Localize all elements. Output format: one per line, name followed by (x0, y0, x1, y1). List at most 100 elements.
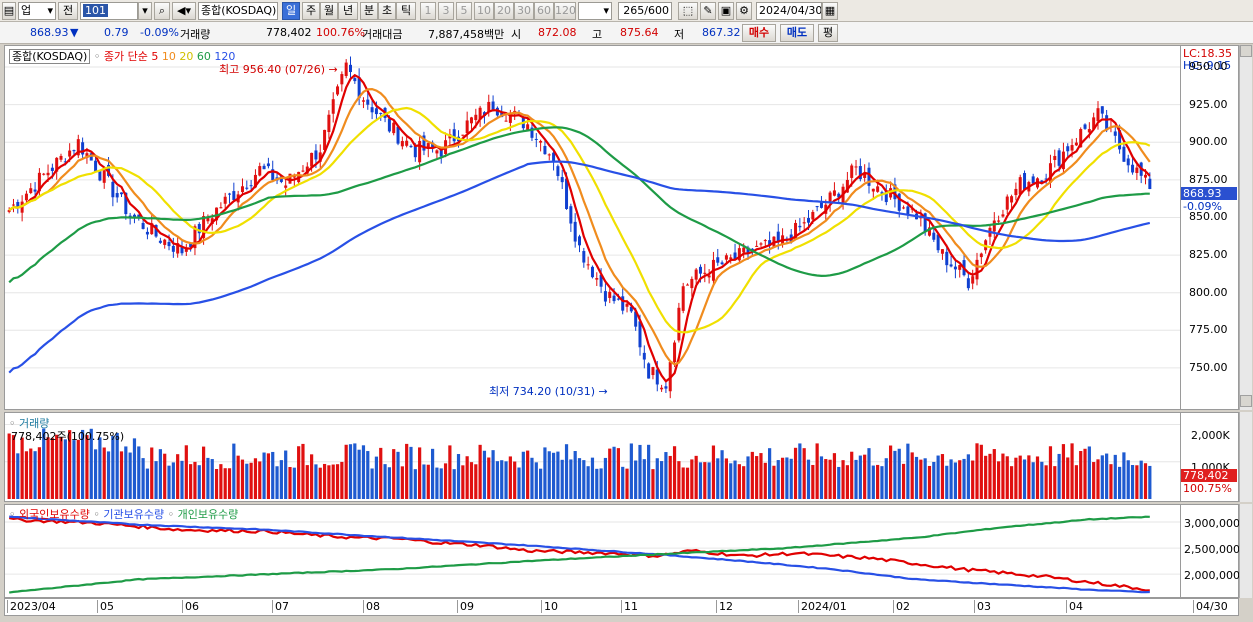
period-week[interactable]: 주 (302, 2, 320, 20)
avg-button[interactable]: 평 (818, 24, 838, 42)
volume-bar (776, 460, 780, 499)
interval-20[interactable]: 20 (494, 2, 514, 20)
interval-3[interactable]: 3 (438, 2, 454, 20)
scroll-up-icon[interactable] (1240, 45, 1252, 57)
period-year[interactable]: 년 (338, 2, 358, 20)
volume-bar (906, 443, 910, 499)
volume-pct: 100.76% (316, 26, 365, 39)
speaker-icon[interactable]: ◀▾ (172, 2, 196, 20)
scroll-down-icon[interactable] (1240, 395, 1252, 407)
holding-panel[interactable]: ◦ 외국인보유수량 ◦ 기관보유수량 ◦ 개인보유수량 (4, 504, 1181, 598)
period-month[interactable]: 월 (320, 2, 338, 20)
x-tick-label: 02 (893, 600, 910, 613)
volume-bar (763, 462, 767, 499)
x-tick-label: 12 (716, 600, 733, 613)
interval-30[interactable]: 30 (514, 2, 534, 20)
candle-body (742, 247, 746, 253)
interval-1[interactable]: 1 (420, 2, 436, 20)
calendar-icon[interactable]: ▦ (822, 2, 838, 20)
volume-bar (227, 468, 232, 499)
candle-body (461, 134, 465, 136)
sell-button[interactable]: 매도 (780, 24, 814, 42)
mode-select[interactable]: 업 ▾ (18, 2, 56, 20)
candle-body (262, 165, 266, 170)
volume-bar (642, 459, 646, 499)
tools-icon[interactable]: ✎ (700, 2, 716, 20)
volume-bar (949, 459, 953, 499)
candle-body (409, 145, 413, 148)
volume-bar (495, 461, 500, 499)
volume-bar (201, 446, 206, 499)
chart-menu-button[interactable]: ▤ (2, 2, 16, 20)
candle-body (1048, 163, 1052, 183)
ma-line-120 (8, 160, 1151, 374)
volume-bar (176, 454, 180, 499)
interval-60[interactable]: 60 (534, 2, 554, 20)
search-icon[interactable]: ⌕ (154, 2, 170, 20)
period-second[interactable]: 초 (378, 2, 396, 20)
volume-bar (979, 444, 983, 499)
volume-bar (392, 449, 396, 499)
volume-bar (387, 467, 391, 499)
period-day[interactable]: 일 (282, 2, 300, 20)
volume-bar (746, 456, 750, 499)
volume-bar (893, 450, 897, 499)
chart-type-icon[interactable]: ⬚ (678, 2, 698, 20)
volume-bar (534, 462, 538, 499)
candle-body (724, 255, 728, 260)
volume-bar (1117, 466, 1122, 499)
code-dropdown-button[interactable]: ▾ (138, 2, 152, 20)
candle-body (1040, 180, 1044, 183)
candle-body (681, 286, 685, 311)
save-icon[interactable]: ▣ (718, 2, 734, 20)
ma-line-10 (8, 87, 1151, 366)
price-panel[interactable]: 종합(KOSDAQ) ◦ 종가 단순 5 10 20 60 120 최고 956… (4, 45, 1181, 410)
candle-body (314, 150, 318, 160)
volume-bar (634, 460, 638, 499)
gear-icon[interactable]: ⚙ (736, 2, 752, 20)
interval-120[interactable]: 120 (554, 2, 576, 20)
volume-bar (841, 460, 845, 499)
interval-5[interactable]: 5 (456, 2, 472, 20)
price-scrollbar[interactable] (1239, 45, 1252, 410)
volume-bar (59, 437, 63, 499)
count-field[interactable]: 265/600 (618, 2, 672, 20)
volume-bar (802, 448, 806, 499)
period-minute[interactable]: 분 (360, 2, 378, 20)
price-tick-label: 900.00 (1189, 135, 1228, 149)
volume-bar (124, 446, 128, 499)
prev-button[interactable]: 전 (58, 2, 78, 20)
change-value: 0.79 (104, 26, 129, 39)
buy-button[interactable]: 매수 (742, 24, 776, 42)
volume-bar (383, 464, 387, 499)
volume-bar (150, 447, 154, 499)
volume-scrollbar[interactable] (1239, 412, 1252, 502)
volume-bar (863, 454, 867, 499)
candle-body (72, 150, 76, 152)
candle-body (582, 251, 586, 263)
candle-body (33, 189, 37, 192)
interval-10[interactable]: 10 (474, 2, 494, 20)
volume-bar (845, 465, 849, 499)
volume-bar (443, 463, 448, 499)
candle-body (508, 113, 512, 123)
period-tick[interactable]: 틱 (396, 2, 416, 20)
volume-bar (984, 455, 988, 499)
custom-interval-field[interactable]: ▾ (578, 2, 612, 20)
candle-body (232, 191, 236, 200)
code-input[interactable]: 101 (80, 2, 138, 20)
legend-sep: ◦ (93, 50, 101, 63)
holding-scrollbar[interactable] (1239, 504, 1252, 598)
candle-body (616, 298, 620, 300)
candle-body (642, 352, 646, 360)
candle-body (794, 222, 798, 240)
volume-bar (491, 450, 495, 499)
volume-panel[interactable]: ◦ 거래량 778,402주(100.75%) (4, 412, 1181, 502)
date-field[interactable]: 2024/04/30 (756, 2, 822, 20)
volume-note: 778,402주(100.75%) (11, 430, 125, 443)
volume-bar (711, 445, 716, 499)
lc-label: LC:18.35 (1183, 47, 1233, 60)
volume-chart (5, 423, 1180, 499)
volume-bar (595, 468, 599, 499)
candle-body (703, 272, 707, 274)
